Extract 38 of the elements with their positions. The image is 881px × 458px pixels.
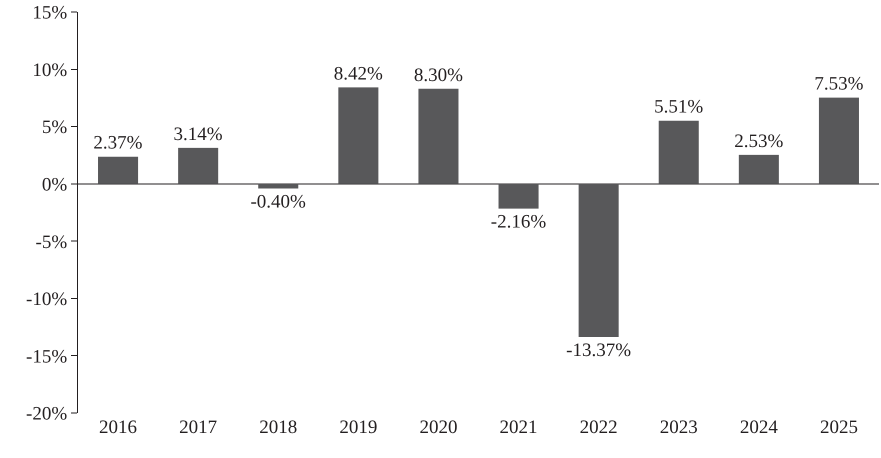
data-label: 2.53%	[734, 130, 784, 152]
x-tick-label: 2025	[820, 417, 858, 438]
bar	[178, 148, 218, 184]
bar	[578, 184, 619, 338]
x-tick-label: 2016	[99, 417, 138, 438]
x-tick-label: 2018	[259, 417, 298, 438]
data-label: -13.37%	[566, 340, 632, 362]
x-tick-label: 2024	[740, 417, 778, 438]
x-tick-label: 2017	[179, 417, 218, 438]
y-tick-label: 0%	[42, 174, 68, 196]
x-tick-label: 2020	[419, 417, 458, 438]
data-label: 8.42%	[334, 63, 383, 84]
data-label: 3.14%	[174, 124, 223, 145]
data-label: -2.16%	[490, 212, 546, 233]
y-tick-label: -20%	[26, 404, 68, 425]
y-tick-label: 15%	[32, 2, 68, 24]
x-tick-label: 2019	[339, 417, 378, 438]
data-label: 2.37%	[93, 132, 143, 154]
bar	[818, 98, 859, 184]
data-label: 7.53%	[814, 74, 864, 95]
bar	[338, 87, 378, 184]
y-tick-label: -10%	[26, 289, 68, 310]
bar	[418, 88, 458, 184]
data-label: 8.30%	[414, 64, 464, 86]
y-tick-label: 5%	[42, 117, 68, 138]
x-tick-label: 2021	[500, 417, 538, 438]
y-tick-label: -5%	[36, 232, 68, 253]
bar	[658, 120, 699, 184]
data-label: -0.40%	[250, 191, 306, 212]
y-tick-label: 10%	[32, 60, 68, 81]
y-tick-label: -15%	[26, 346, 68, 368]
data-label: 5.51%	[654, 96, 704, 118]
x-tick-label: 2023	[660, 417, 698, 438]
bar	[258, 184, 298, 188]
x-tick-label: 2022	[580, 417, 618, 438]
bar	[498, 184, 539, 209]
bar	[98, 156, 138, 184]
bar	[738, 154, 779, 184]
